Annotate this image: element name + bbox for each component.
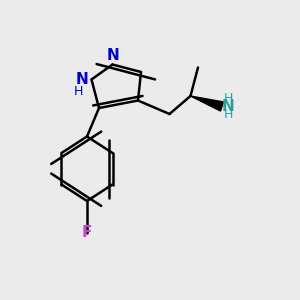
Text: N: N (106, 48, 119, 63)
Text: N: N (76, 72, 88, 87)
Text: F: F (82, 225, 92, 240)
Polygon shape (190, 96, 224, 111)
Text: H: H (224, 92, 233, 105)
Text: H: H (73, 85, 83, 98)
Text: N: N (222, 99, 235, 114)
Text: H: H (224, 108, 233, 122)
